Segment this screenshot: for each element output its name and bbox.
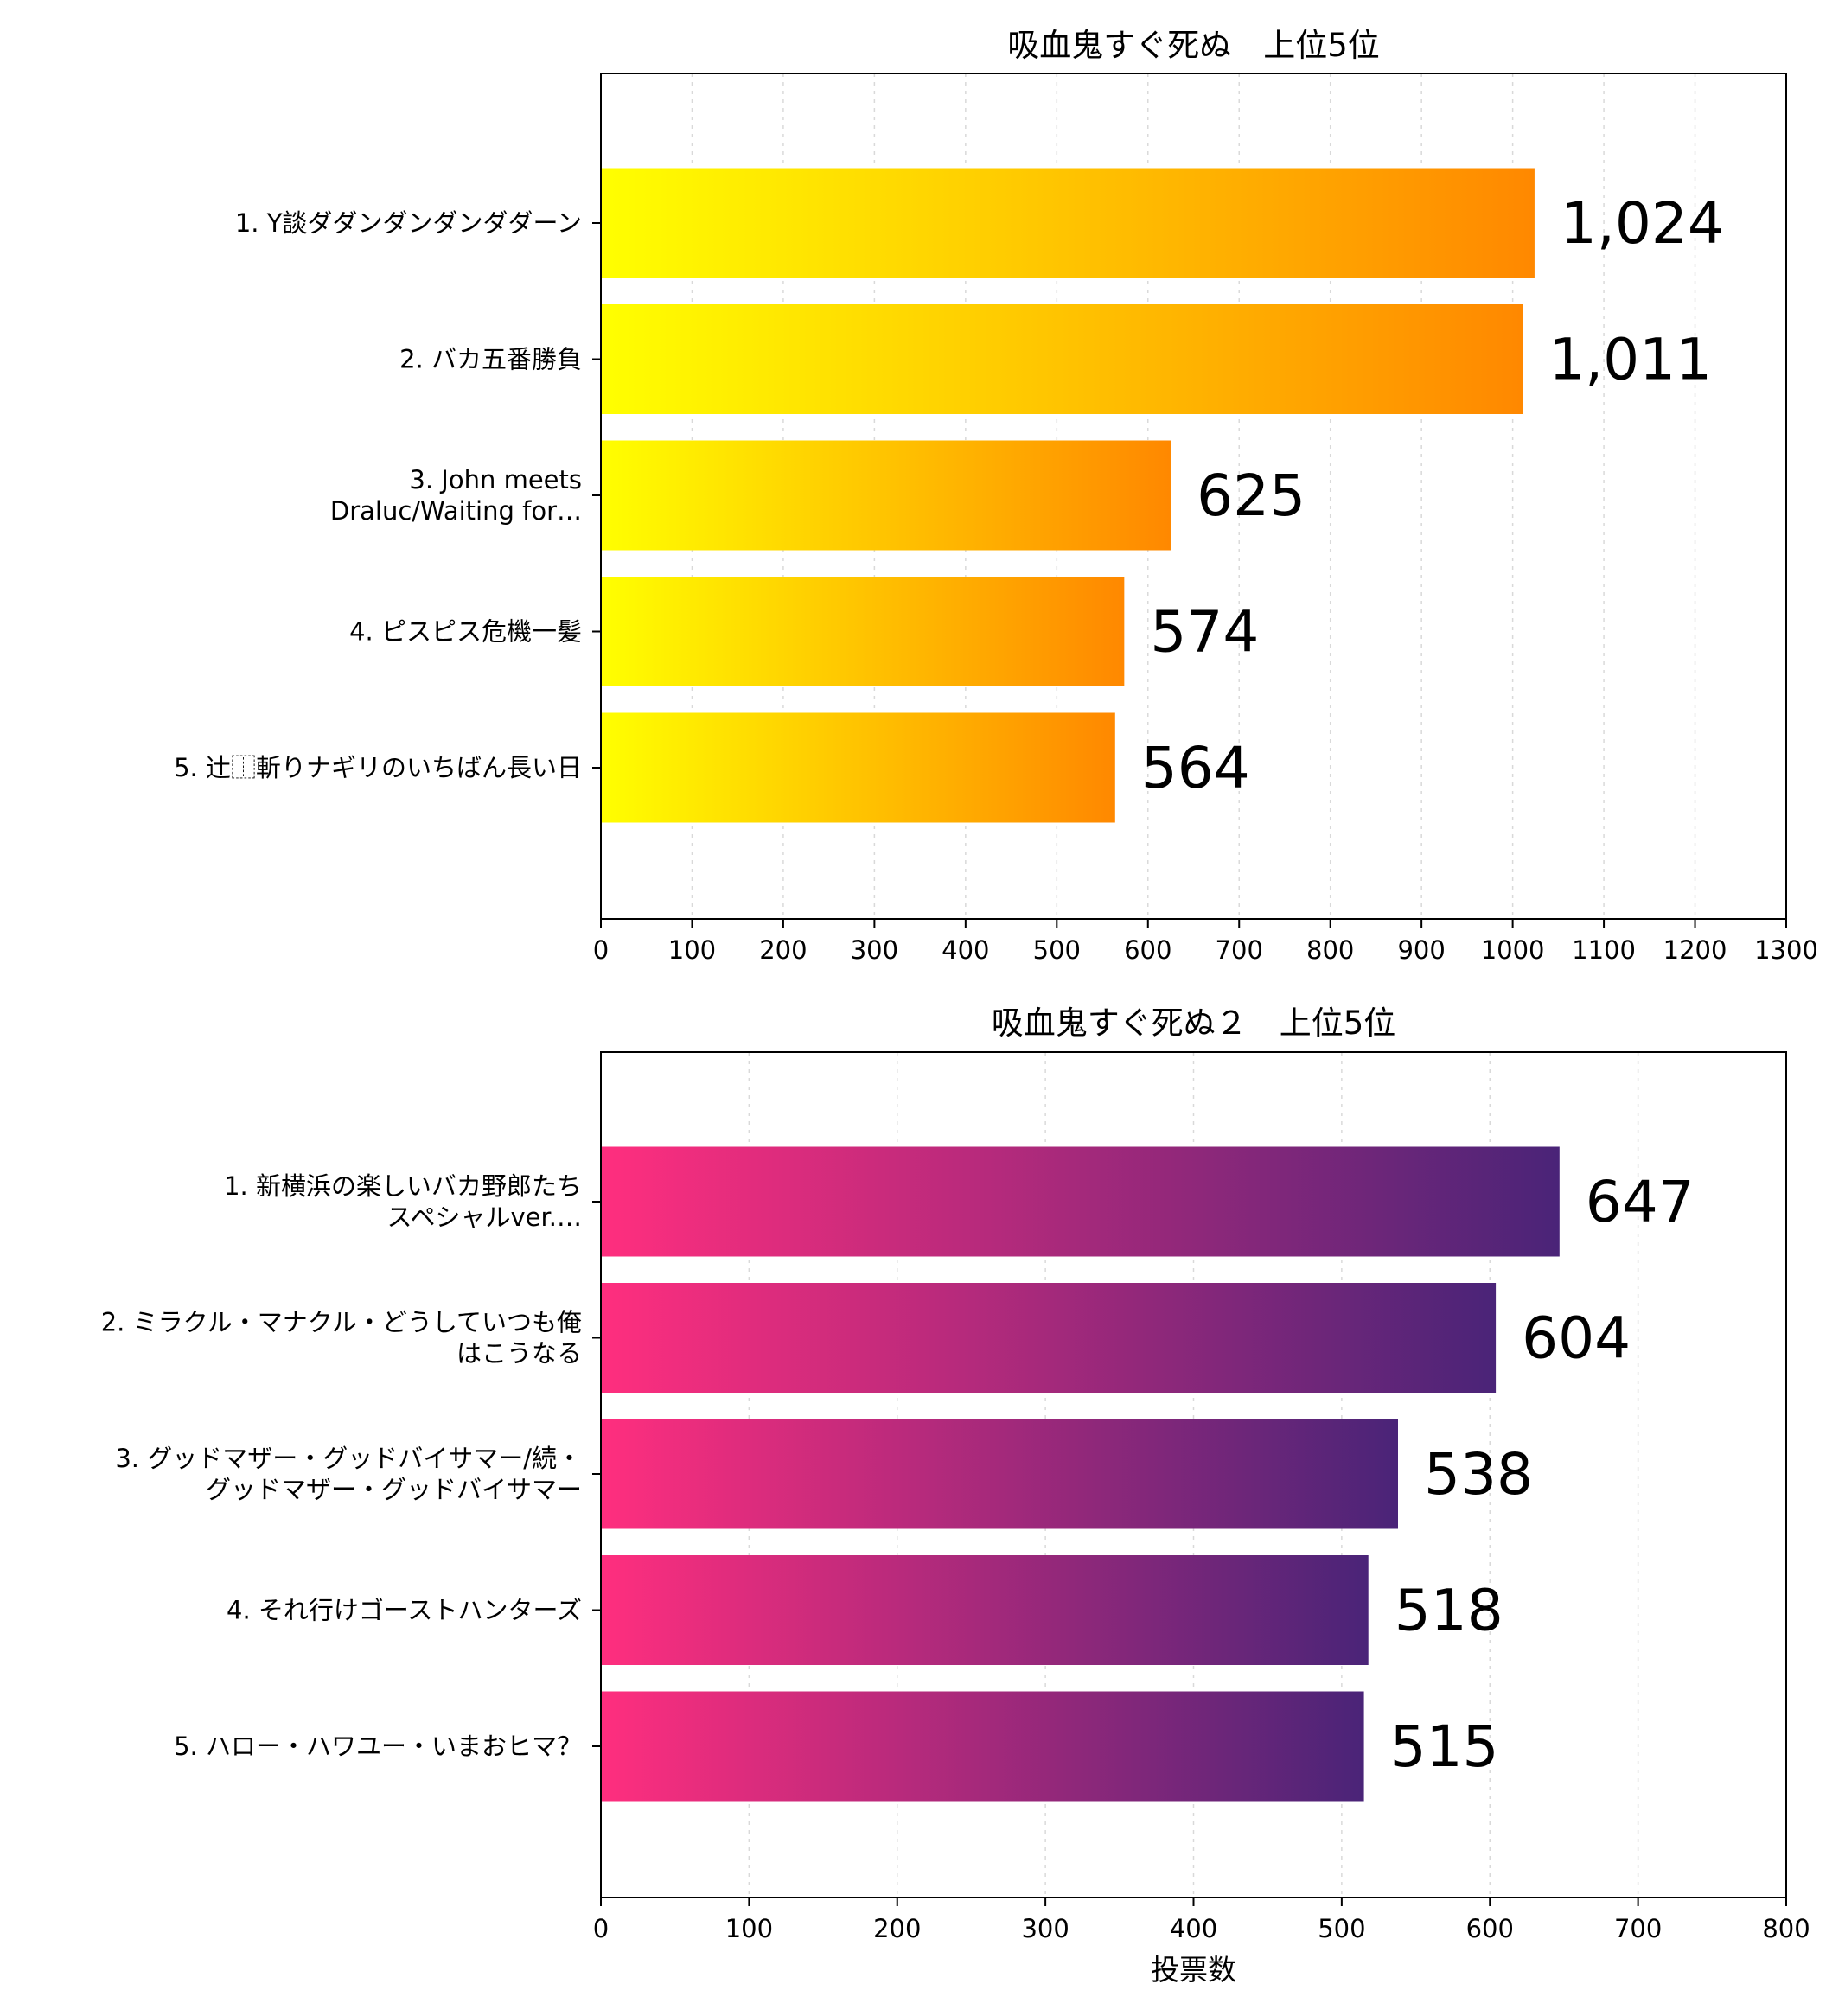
x-tick-label: 500 bbox=[1033, 935, 1081, 965]
plot-frame bbox=[600, 73, 1787, 920]
bar-3 bbox=[601, 1419, 1398, 1529]
x-tick-label: 300 bbox=[1021, 1914, 1069, 1943]
category-label-3: 3. John meets Draluc/Waiting for… bbox=[330, 465, 582, 526]
category-label-line: 4. それ行けゴーストハンターズ bbox=[227, 1596, 582, 1625]
chart-panel-1: 吸血鬼すぐ死ぬ 上位5位 1,024 1. Y談ダダンダンダンダダーン 1,011 2.… bbox=[174, 27, 1818, 965]
x-tick-label: 1100 bbox=[1572, 935, 1636, 965]
value-label-2: 1,011 bbox=[1548, 327, 1712, 393]
bar-3 bbox=[601, 440, 1171, 551]
value-label-4: 518 bbox=[1395, 1578, 1503, 1644]
x-tick-label: 1000 bbox=[1481, 935, 1545, 965]
category-label-line: 3. グッドマザー・グッドバイサマー/続・ bbox=[115, 1444, 582, 1473]
category-label-line: 5. ハロー・ハワユー・いまおヒマ？ bbox=[174, 1732, 582, 1761]
x-tick-label: 300 bbox=[851, 935, 898, 965]
bar-4 bbox=[601, 1555, 1369, 1665]
x-tick-label: 200 bbox=[873, 1914, 921, 1943]
chart-title: 吸血鬼すぐ死ぬ 上位5位 bbox=[1007, 27, 1380, 64]
bar-5 bbox=[601, 712, 1115, 823]
x-tick-label: 400 bbox=[942, 935, 989, 965]
value-label-3: 538 bbox=[1424, 1441, 1533, 1508]
category-label-5: 5. 辻⿰斬りナギリのいちばん長い日 bbox=[174, 753, 582, 782]
value-label-4: 574 bbox=[1150, 599, 1259, 666]
value-label-5: 515 bbox=[1390, 1713, 1499, 1780]
bar-4 bbox=[601, 577, 1125, 686]
x-tick-label: 0 bbox=[593, 1914, 609, 1943]
x-tick-label: 700 bbox=[1614, 1914, 1662, 1943]
x-tick-label: 400 bbox=[1170, 1914, 1217, 1943]
category-label-2: 2. バカ五番勝負 bbox=[399, 345, 582, 374]
x-tick-label: 500 bbox=[1318, 1914, 1365, 1943]
chart-title: 吸血鬼すぐ死ぬ２ 上位5位 bbox=[992, 1005, 1396, 1042]
bar-1 bbox=[601, 168, 1535, 278]
x-tick-label: 800 bbox=[1762, 1914, 1810, 1943]
chart-panel-2: 吸血鬼すぐ死ぬ２ 上位5位 647 1. 新横浜の楽しいバカ野郎たちスペシャルver… bbox=[101, 1005, 1810, 1987]
value-label-1: 1,024 bbox=[1561, 190, 1724, 257]
value-label-2: 604 bbox=[1522, 1305, 1631, 1372]
bar-2 bbox=[601, 304, 1523, 414]
x-tick-label: 600 bbox=[1124, 935, 1171, 965]
category-label-3: 3. グッドマザー・グッドバイサマー/続・グッドマザー・グッドバイサマー bbox=[115, 1444, 582, 1504]
category-label-line: 1. Y談ダダンダンダンダダーン bbox=[235, 208, 582, 238]
x-axis-label: 投票数 bbox=[1151, 1953, 1236, 1987]
category-label-line: スペシャルver.… bbox=[387, 1203, 582, 1232]
x-tick-label: 900 bbox=[1397, 935, 1445, 965]
x-tick-label: 1300 bbox=[1754, 935, 1818, 965]
category-label-line: 1. 新横浜の楽しいバカ野郎たち bbox=[224, 1171, 582, 1201]
bar-1 bbox=[601, 1146, 1560, 1257]
x-tick-label: 100 bbox=[725, 1914, 773, 1943]
category-label-line: はこうなる bbox=[456, 1339, 582, 1368]
category-label-5: 5. ハロー・ハワユー・いまおヒマ？ bbox=[174, 1732, 582, 1761]
x-tick-label: 600 bbox=[1466, 1914, 1514, 1943]
category-label-line: 4. ピスピス危機一髪 bbox=[349, 617, 582, 647]
x-tick-label: 0 bbox=[593, 935, 609, 965]
value-label-3: 625 bbox=[1197, 463, 1306, 529]
category-label-line: 5. 辻⿰斬りナギリのいちばん長い日 bbox=[174, 753, 582, 782]
category-label-line: 3. John meets bbox=[409, 465, 582, 494]
x-tick-label: 1200 bbox=[1663, 935, 1727, 965]
category-label-line: 2. ミラクル・マナクル・どうしていつも俺 bbox=[101, 1308, 582, 1337]
value-label-1: 647 bbox=[1586, 1169, 1695, 1235]
bar-2 bbox=[601, 1283, 1497, 1393]
category-label-1: 1. 新横浜の楽しいバカ野郎たちスペシャルver.… bbox=[224, 1171, 582, 1232]
bar-5 bbox=[601, 1691, 1364, 1802]
category-label-line: グッドマザー・グッドバイサマー bbox=[206, 1475, 582, 1504]
x-tick-label: 200 bbox=[759, 935, 807, 965]
category-label-4: 4. ピスピス危機一髪 bbox=[349, 617, 582, 647]
category-label-line: 2. バカ五番勝負 bbox=[399, 345, 582, 374]
x-tick-label: 700 bbox=[1216, 935, 1263, 965]
category-label-line: Draluc/Waiting for… bbox=[330, 496, 582, 526]
category-label-4: 4. それ行けゴーストハンターズ bbox=[227, 1596, 582, 1625]
x-tick-label: 100 bbox=[668, 935, 716, 965]
value-label-5: 564 bbox=[1141, 735, 1250, 801]
category-label-2: 2. ミラクル・マナクル・どうしていつも俺はこうなる bbox=[101, 1308, 582, 1368]
category-label-1: 1. Y談ダダンダンダンダダーン bbox=[235, 208, 582, 238]
x-tick-label: 800 bbox=[1306, 935, 1354, 965]
